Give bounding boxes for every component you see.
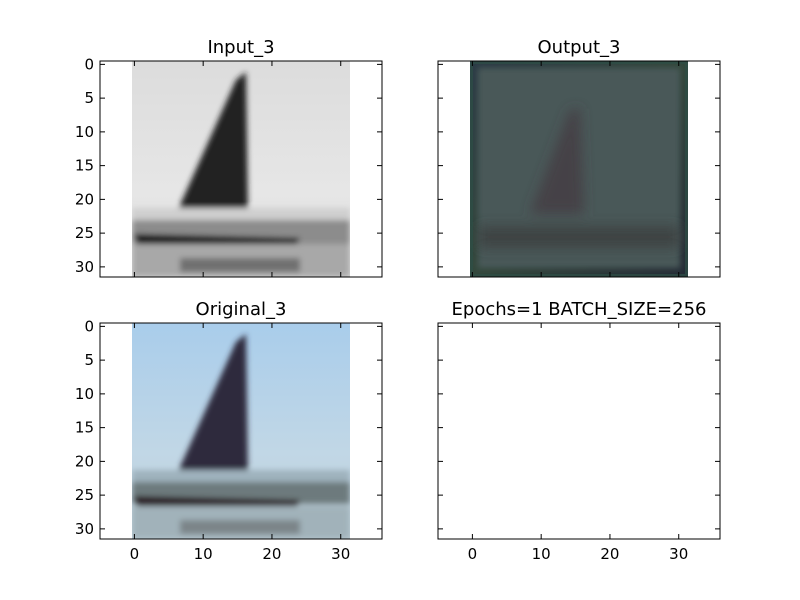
y-tick-label: 5	[84, 89, 94, 107]
x-tick-label: 10	[194, 545, 213, 563]
input-ticks: 0 5 10 15 20 25 30	[75, 55, 382, 277]
y-tick-label: 25	[75, 486, 94, 504]
output-image	[470, 61, 688, 277]
y-tick-label: 25	[75, 224, 94, 242]
subplot-original: Original_3 0 10 20 30 0 5 10 15 20 25 30	[75, 299, 383, 563]
x-tick-label: 10	[532, 545, 551, 563]
y-tick-label: 10	[75, 385, 94, 403]
y-tick-label: 0	[84, 317, 94, 335]
y-tick-label: 20	[75, 452, 94, 470]
x-tick-label: 30	[669, 545, 688, 563]
info-title: Epochs=1 BATCH_SIZE=256	[452, 299, 707, 320]
subplot-output: Output_3	[437, 37, 721, 278]
y-tick-label: 15	[75, 419, 94, 437]
subplot-info: Epochs=1 BATCH_SIZE=256 0 10 20 30	[437, 299, 721, 563]
output-title: Output_3	[538, 37, 621, 58]
output-ticks	[438, 61, 720, 277]
y-tick-label: 10	[75, 123, 94, 141]
x-tick-label: 0	[468, 545, 478, 563]
original-image	[132, 323, 350, 539]
input-title: Input_3	[207, 37, 274, 58]
y-tick-label: 0	[84, 55, 94, 73]
info-axes-frame	[437, 322, 721, 540]
x-tick-label: 20	[600, 545, 619, 563]
y-tick-label: 5	[84, 351, 94, 369]
x-tick-label: 0	[130, 545, 140, 563]
x-tick-label: 20	[262, 545, 281, 563]
input-axes-frame	[99, 60, 383, 278]
input-image	[132, 61, 350, 277]
y-tick-label: 15	[75, 157, 94, 175]
y-tick-label: 20	[75, 190, 94, 208]
y-tick-label: 30	[75, 520, 94, 538]
original-axes-frame	[99, 322, 383, 540]
original-ticks: 0 10 20 30 0 5 10 15 20 25 30	[75, 317, 382, 563]
original-title: Original_3	[196, 299, 287, 320]
subplot-input: Input_3 0 5 10 15 20 25 30	[75, 37, 383, 278]
x-tick-label: 30	[331, 545, 350, 563]
output-axes-frame	[437, 60, 721, 278]
info-ticks: 0 10 20 30	[438, 323, 720, 563]
y-tick-label: 30	[75, 258, 94, 276]
